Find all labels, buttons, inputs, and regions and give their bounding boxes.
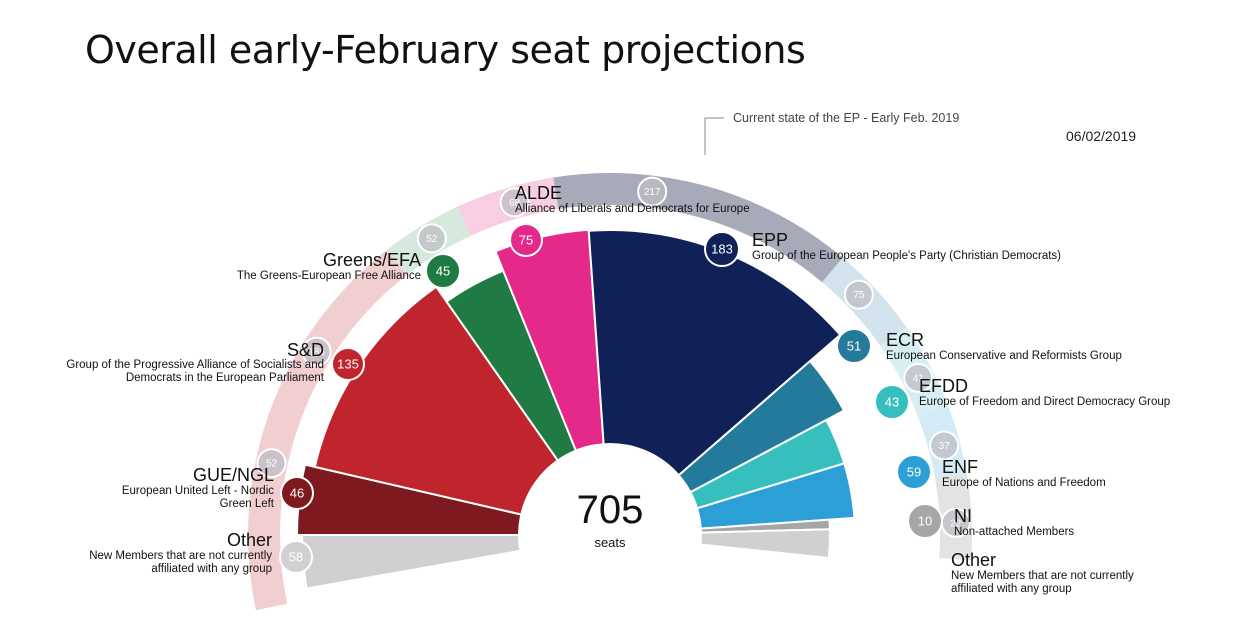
- centre-circle: [518, 443, 702, 620]
- svg-text:10: 10: [918, 514, 932, 529]
- svg-text:58: 58: [289, 550, 303, 565]
- current-arc-gue-ngl: [248, 441, 292, 611]
- current-seats-gue-ngl: 52: [256, 448, 287, 479]
- current-seats-ecr: 75: [843, 279, 874, 310]
- wedge-s-d: [313, 285, 613, 537]
- svg-text:135: 135: [337, 357, 359, 372]
- total-seats-unit: seats: [594, 535, 626, 550]
- current-seats-s-d: 186: [301, 336, 332, 367]
- projected-seats-efdd: 43: [874, 384, 910, 420]
- projected-seats-ecr: 51: [836, 328, 872, 364]
- projected-seats-ni: 10: [907, 503, 943, 539]
- label-gue-ngl: GUE/NGL European United Left - Nordic Gr…: [121, 465, 274, 510]
- projected-seats-s-d: 135: [331, 347, 365, 381]
- current-state-label: Current state of the EP - Early Feb. 201…: [733, 111, 960, 125]
- svg-text:52: 52: [426, 234, 438, 245]
- current-seats-greens-efa: 52: [416, 223, 447, 254]
- label-sd: S&D: [286, 340, 324, 360]
- svg-text:41: 41: [913, 373, 925, 384]
- current-seats-alde: 68: [499, 187, 530, 218]
- svg-text:43: 43: [885, 395, 899, 410]
- svg-text:75: 75: [853, 290, 865, 301]
- label-ecr: ECR European Conservative and Reformists…: [886, 330, 1122, 362]
- svg-text:51: 51: [847, 339, 861, 354]
- projected-seats-enf: 59: [896, 454, 932, 490]
- svg-text:186: 186: [308, 347, 325, 358]
- svg-text:52: 52: [266, 459, 278, 470]
- svg-text:183: 183: [711, 242, 733, 257]
- current-seats-efdd: 41: [903, 362, 934, 393]
- projected-seats-other: 58: [279, 540, 313, 574]
- label-other-left: Other New Members that are not currently…: [89, 530, 272, 575]
- label-greens-efa: Greens/EFA The Greens-European Free Alli…: [236, 250, 421, 282]
- svg-text:46: 46: [290, 486, 304, 501]
- current-state-leader-line: [704, 117, 724, 155]
- projected-seats-greens-efa: 45: [425, 253, 461, 289]
- current-arc-epp: [553, 173, 843, 283]
- label-alde: ALDE Alliance of Liberals and Democrats …: [515, 183, 750, 215]
- projected-seats-epp: 183: [704, 231, 740, 267]
- label-other-right: Other New Members that are not currently…: [951, 550, 1134, 595]
- current-arc-s-d: [260, 249, 407, 450]
- label-efdd: EFDD Europe of Freedom and Direct Democr…: [919, 376, 1171, 408]
- chart-title: Overall early-February seat projections: [85, 28, 806, 72]
- chart-date: 06/02/2019: [1066, 128, 1137, 144]
- svg-text:68: 68: [509, 198, 521, 209]
- current-seats-epp: 217: [637, 176, 668, 207]
- svg-text:45: 45: [436, 264, 450, 279]
- current-seats-enf: 37: [929, 430, 960, 461]
- svg-text:22: 22: [950, 518, 962, 529]
- svg-text:75: 75: [519, 233, 533, 248]
- projected-seats-gue-ngl: 46: [280, 476, 314, 510]
- svg-text:37: 37: [939, 441, 951, 452]
- label-enf: ENF Europe of Nations and Freedom: [942, 457, 1106, 489]
- svg-text:217: 217: [644, 187, 661, 198]
- label-sd-name: Group of the Progressive Alliance of Soc…: [66, 359, 324, 384]
- label-ni: NI Non-attached Members: [954, 506, 1075, 538]
- total-seats-value: 705: [576, 488, 644, 532]
- label-epp: EPP Group of the European People's Party…: [752, 230, 1062, 262]
- svg-text:59: 59: [907, 465, 921, 480]
- projected-seats-alde: 75: [509, 223, 543, 257]
